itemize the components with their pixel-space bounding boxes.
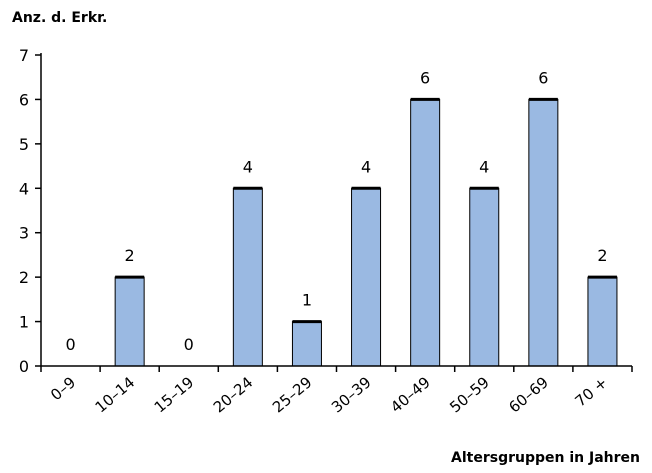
y-tick-label: 0 — [19, 357, 29, 376]
data-label: 4 — [479, 157, 489, 176]
bar — [469, 187, 500, 367]
bar — [351, 187, 382, 367]
data-label: 0 — [184, 335, 194, 354]
y-tick-label: 2 — [19, 268, 29, 287]
bar — [291, 321, 322, 367]
data-label: 4 — [361, 157, 371, 176]
x-tick-label: 30–39 — [328, 373, 375, 416]
y-tick-label: 7 — [19, 46, 29, 65]
y-tick-label: 5 — [19, 135, 29, 154]
data-label: 2 — [125, 246, 135, 265]
bar — [232, 187, 263, 367]
x-tick-label: 40–49 — [387, 373, 434, 416]
x-tick-label: 10–14 — [92, 373, 139, 416]
bar — [114, 276, 145, 367]
y-axis-title: Anz. d. Erkr. — [12, 10, 108, 26]
y-tick-label: 1 — [19, 313, 29, 332]
data-label: 6 — [538, 68, 548, 87]
data-label: 4 — [243, 157, 253, 176]
x-tick-label: 25–29 — [269, 373, 316, 416]
y-tick-label: 4 — [19, 179, 29, 198]
x-tick-label: 0–9 — [47, 373, 79, 404]
data-label: 0 — [65, 335, 75, 354]
x-tick-label: 20–24 — [210, 373, 257, 416]
data-label: 2 — [597, 246, 607, 265]
bar — [587, 276, 618, 367]
x-tick-label: 60–69 — [505, 373, 552, 416]
x-tick-label: 70 + — [572, 373, 611, 410]
bar — [410, 98, 441, 367]
y-tick-label: 3 — [19, 224, 29, 243]
data-label: 6 — [420, 68, 430, 87]
y-tick-label: 6 — [19, 90, 29, 109]
x-tick-label: 50–59 — [446, 373, 493, 416]
x-tick-label: 15–19 — [151, 373, 198, 416]
bar — [528, 98, 559, 367]
x-axis-title: Altersgruppen in Jahren — [451, 450, 640, 466]
data-label: 1 — [302, 291, 312, 310]
